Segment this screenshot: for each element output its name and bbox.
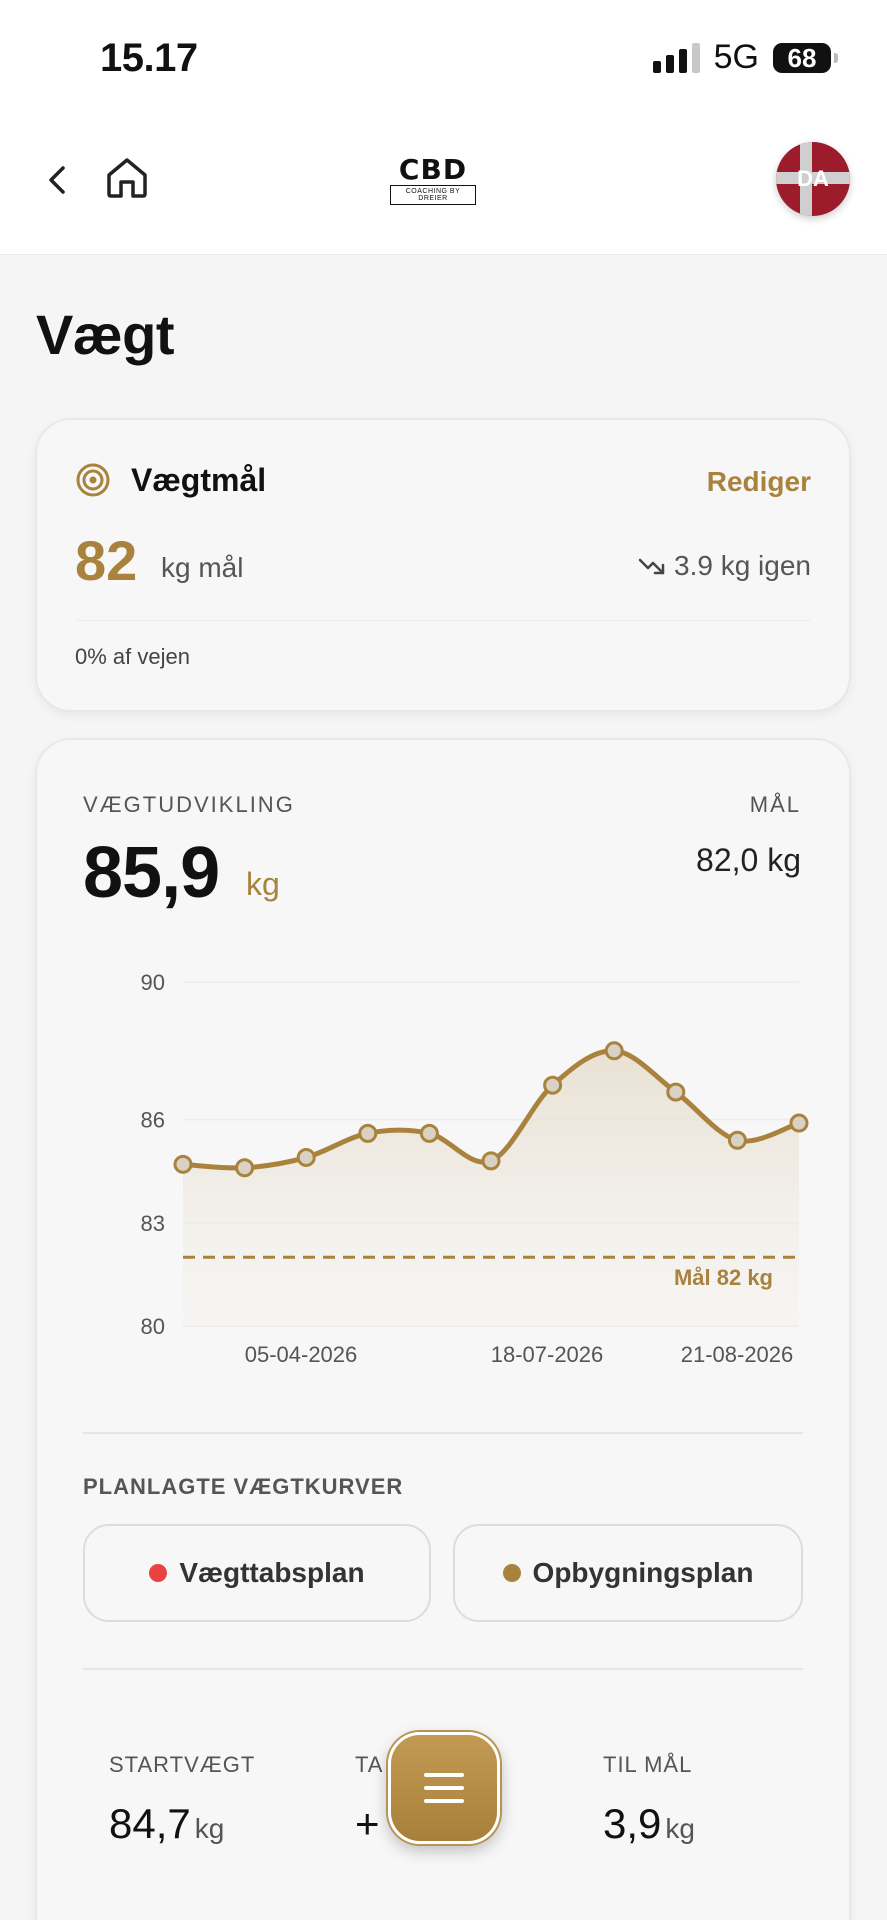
development-goal-label: MÅL (749, 792, 801, 817)
data-point (727, 1130, 747, 1150)
build-up-dot (502, 1564, 521, 1582)
data-point (666, 1082, 686, 1102)
page-title: Vægt (36, 303, 175, 366)
data-point (481, 1151, 501, 1171)
development-goal-value: 82,0 kg (696, 842, 801, 878)
data-point (296, 1147, 316, 1167)
goal-progress-text: 0% af vejen (75, 644, 190, 669)
stat-label: TA (355, 1752, 384, 1777)
goal-remaining: 3.9 kg igen (638, 550, 811, 582)
stat-value: + (355, 1800, 380, 1847)
stat-value: 3,9 kg (603, 1800, 695, 1847)
current-weight-unit: kg (246, 866, 280, 902)
data-point (173, 1154, 193, 1174)
edit-goal-button[interactable]: Rediger (706, 466, 811, 497)
build-up-plan-label: Opbygningsplan (532, 1557, 754, 1588)
goal-unit: kg mål (161, 552, 244, 583)
x-tick-label: 21-08-2026 (681, 1342, 794, 1367)
stat-start-weight: STARTVÆGT 84,7 kg (83, 1720, 303, 1880)
stat-change: TA + (329, 1720, 549, 1880)
battery-icon: 68 (773, 42, 838, 73)
weight-line (180, 1048, 802, 1171)
development-label: VÆGTUDVIKLING (83, 792, 295, 817)
data-point (419, 1123, 439, 1143)
avatar-initials: DA (797, 166, 829, 191)
status-indicators: 5G 68 (652, 38, 838, 77)
brand-logo: CBD COACHING BY DREIER (390, 155, 476, 207)
x-tick-label: 05-04-2026 (245, 1342, 358, 1367)
divider (83, 1668, 803, 1670)
stat-value: 84,7 kg (109, 1800, 225, 1847)
data-point (604, 1041, 624, 1061)
menu-button[interactable] (388, 1732, 500, 1844)
divider (83, 1432, 803, 1434)
network-type: 5G (713, 38, 759, 76)
status-bar: 15.17 5G 68 (0, 0, 887, 120)
planned-curves-label: PLANLAGTE VÆGTKURVER (83, 1474, 404, 1499)
trend-down-icon (638, 558, 665, 575)
weight-loss-plan-label: Vægttabsplan (179, 1557, 365, 1588)
x-tick-label: 18-07-2026 (491, 1342, 604, 1367)
y-tick-label: 80 (141, 1314, 165, 1339)
stat-to-goal: TIL MÅL 3,9 kg (577, 1720, 797, 1880)
weight-loss-dot (149, 1564, 168, 1582)
weight-goal-card: Vægtmål Rediger 82 kg mål 3.9 kg igen 0%… (35, 418, 851, 712)
data-point (358, 1123, 378, 1143)
chart-area (183, 1050, 799, 1326)
y-tick-label: 90 (141, 970, 165, 995)
nav-bar: CBD COACHING BY DREIER DA (0, 120, 887, 255)
y-tick-label: 83 (141, 1211, 165, 1236)
status-time: 15.17 (100, 36, 198, 80)
divider (75, 620, 811, 621)
data-point (789, 1113, 809, 1133)
data-point (235, 1158, 255, 1178)
stat-label: TIL MÅL (603, 1752, 693, 1777)
remaining-text: 3.9 kg igen (674, 550, 811, 581)
goal-value: 82 (75, 529, 138, 592)
weight-loss-plan-button[interactable]: Vægttabsplan (83, 1524, 431, 1622)
signal-icon (652, 42, 700, 73)
goal-line-label: Mål 82 kg (674, 1265, 773, 1290)
back-icon[interactable] (38, 160, 78, 200)
current-weight-value: 85,9 (83, 833, 220, 913)
stat-label: STARTVÆGT (109, 1752, 256, 1777)
home-icon[interactable] (104, 154, 150, 200)
avatar[interactable]: DA (776, 142, 850, 216)
goal-title: Vægtmål (131, 462, 267, 498)
target-icon (76, 463, 110, 497)
data-point (543, 1075, 563, 1095)
build-up-plan-button[interactable]: Opbygningsplan (453, 1524, 803, 1622)
y-tick-label: 86 (141, 1108, 165, 1133)
